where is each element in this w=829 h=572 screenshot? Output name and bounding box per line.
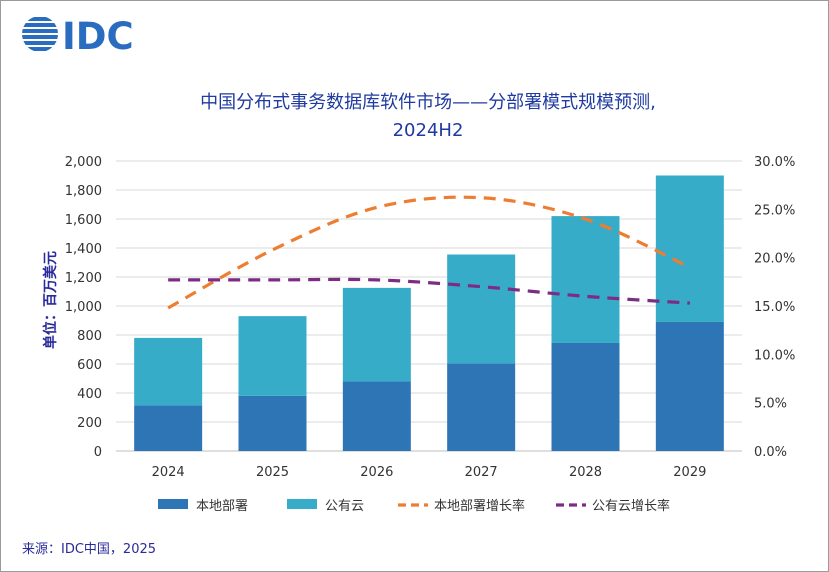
chart-title-line2: 2024H2: [393, 120, 464, 141]
x-tick-label: 2029: [673, 465, 706, 480]
y2-tick-label: 15.0%: [754, 300, 795, 315]
legend-label: 公有云增长率: [592, 498, 670, 514]
y2-tick-label: 25.0%: [754, 203, 795, 218]
y-tick-label: 400: [77, 387, 102, 402]
globe-stripe: [22, 47, 58, 51]
chart-title-line1: 中国分布式事务数据库软件市场——分部署模式规模预测,: [200, 92, 656, 113]
globe-stripe: [22, 29, 58, 33]
legend-on-prem: 本地部署: [158, 499, 248, 514]
y2-tick-label: 20.0%: [754, 252, 795, 267]
x-tick-label: 2025: [256, 465, 289, 480]
y-tick-label: 2,000: [65, 155, 102, 170]
y-axis-label: 单位：百万美元: [42, 251, 59, 349]
y-tick-label: 0: [94, 445, 102, 460]
y2-tick-label: 0.0%: [754, 445, 787, 460]
legend-swatch: [287, 499, 317, 509]
legend-label: 公有云: [325, 499, 364, 514]
y-tick-label: 1,000: [65, 300, 102, 315]
legend-label: 本地部署: [196, 499, 248, 514]
y-tick-label: 200: [77, 416, 102, 431]
bar-public-cloud: [238, 316, 307, 396]
bar-on-prem: [238, 395, 307, 451]
legend-on-prem-growth: 本地部署增长率: [398, 498, 525, 514]
grid-lines: [116, 160, 742, 452]
logo-text: IDC: [62, 15, 134, 58]
globe-stripes: [22, 17, 58, 51]
y-tick-label: 1,200: [65, 271, 102, 286]
globe-stripe: [22, 17, 58, 21]
y2-tick-label: 10.0%: [754, 348, 795, 363]
bar-public-cloud: [342, 287, 411, 382]
bar-public-cloud: [447, 254, 516, 364]
bar-public-cloud: [551, 216, 620, 343]
y-tick-label: 1,800: [65, 184, 102, 199]
public-cloud-growth-line: [168, 277, 690, 305]
globe-icon: [22, 17, 58, 51]
legend-label: 本地部署增长率: [434, 498, 525, 514]
legend-public-cloud-growth: 公有云增长率: [556, 498, 670, 514]
x-tick-label: 2027: [465, 465, 498, 480]
x-axis-ticks: 2024 2025 2026 2027 2028 2029: [152, 465, 707, 480]
bar-on-prem: [342, 381, 411, 451]
bars: [134, 175, 724, 451]
bar-on-prem: [447, 363, 516, 451]
bar-on-prem: [551, 342, 620, 451]
bar-on-prem: [655, 321, 724, 451]
x-tick-label: 2024: [152, 465, 185, 480]
y2-axis-ticks: 0.0% 5.0% 10.0% 15.0% 20.0% 25.0% 30.0%: [754, 155, 795, 460]
legend-swatch: [158, 499, 188, 509]
bar-public-cloud: [134, 337, 203, 406]
globe-stripe: [22, 41, 58, 45]
source-note: 来源：IDC中国，2025: [22, 542, 156, 557]
globe-stripe: [22, 35, 58, 39]
bar-on-prem: [134, 405, 203, 451]
x-tick-label: 2028: [569, 465, 602, 480]
y-tick-label: 1,600: [65, 213, 102, 228]
y-tick-label: 1,400: [65, 242, 102, 257]
x-tick-label: 2026: [360, 465, 393, 480]
growth-lines: [167, 195, 691, 310]
globe-stripe: [22, 23, 58, 27]
legend: 本地部署 公有云 本地部署增长率 公有云增长率: [158, 498, 670, 514]
bar-public-cloud: [655, 175, 724, 322]
y-axis-ticks: 0 200 400 600 800 1,000 1,200 1,400 1,600 1,800 2,…: [65, 155, 102, 460]
y2-tick-label: 30.0%: [754, 155, 795, 170]
y-tick-label: 800: [77, 329, 102, 344]
legend-public-cloud: 公有云: [287, 499, 364, 514]
y2-tick-label: 5.0%: [754, 397, 787, 412]
on-prem-growth-line: [167, 195, 691, 310]
idc-logo: IDC: [22, 15, 134, 58]
y-tick-label: 600: [77, 358, 102, 373]
